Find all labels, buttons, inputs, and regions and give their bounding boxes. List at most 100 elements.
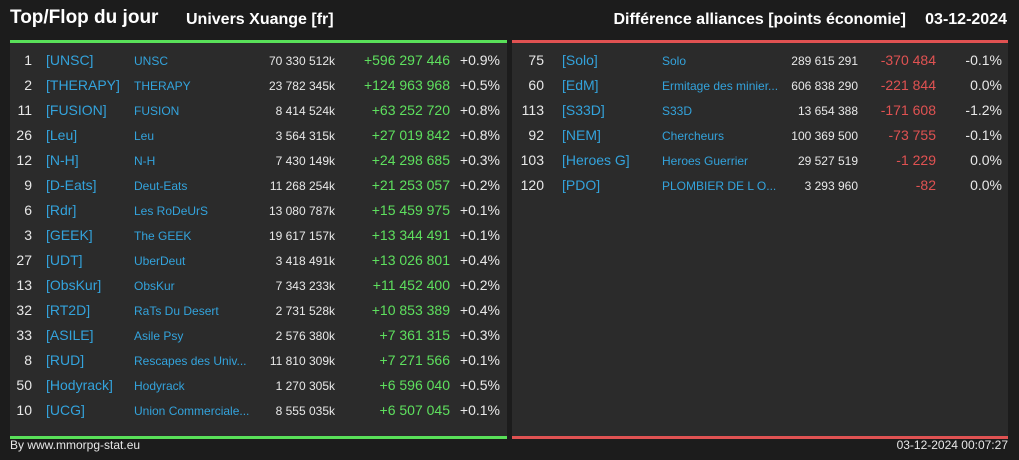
alliance-tag[interactable]: [GEEK] bbox=[46, 227, 93, 243]
alliance-row: 113 [S33D] S33D 13 654 388 -171 608 -1.2% bbox=[512, 99, 1008, 124]
alliance-rank: 92 bbox=[528, 127, 544, 143]
alliance-tag[interactable]: [NEM] bbox=[562, 127, 601, 143]
alliance-name[interactable]: UberDeut bbox=[134, 254, 186, 268]
alliance-row: 32 [RT2D] RaTs Du Desert 2 731 528k +10 853 … bbox=[10, 299, 507, 324]
alliance-percent: +0.2% bbox=[459, 177, 500, 193]
alliance-rank: 10 bbox=[16, 402, 32, 418]
alliance-points: 3 418 491k bbox=[275, 254, 335, 268]
generated-timestamp: 03-12-2024 00:07:27 bbox=[896, 438, 1008, 452]
alliance-name[interactable]: Solo bbox=[662, 54, 687, 68]
alliance-percent: +0.1% bbox=[459, 352, 500, 368]
alliance-name[interactable]: Heroes Guerrier bbox=[662, 154, 749, 168]
alliance-row: 120 [PDO] PLOMBIER DE L O... 3 293 960 -82 0.… bbox=[512, 174, 1008, 199]
alliance-tag[interactable]: [UCG] bbox=[46, 402, 85, 418]
alliance-tag[interactable]: [S33D] bbox=[562, 102, 605, 118]
alliance-row: 26 [Leu] Leu 3 564 315k +27 019 842 +0.8% bbox=[10, 124, 507, 149]
alliance-percent: +0.5% bbox=[459, 377, 500, 393]
alliance-name[interactable]: Ermitage des minier... bbox=[662, 79, 779, 93]
alliance-percent: +0.8% bbox=[459, 102, 500, 118]
alliance-row: 27 [UDT] UberDeut 3 418 491k +13 026 801 +0.4… bbox=[10, 249, 507, 274]
alliance-name[interactable]: THERAPY bbox=[134, 79, 191, 93]
alliance-percent: +0.5% bbox=[459, 77, 500, 93]
alliance-name[interactable]: The GEEK bbox=[134, 229, 192, 243]
alliance-diff: +11 452 400 bbox=[372, 277, 450, 293]
alliance-tag[interactable]: [Solo] bbox=[562, 52, 598, 68]
alliance-name[interactable]: ObsKur bbox=[134, 279, 175, 293]
alliance-tag[interactable]: [RT2D] bbox=[46, 302, 91, 318]
alliance-rank: 26 bbox=[16, 127, 32, 143]
alliance-rank: 120 bbox=[520, 177, 544, 193]
alliance-diff: -1 229 bbox=[896, 152, 936, 168]
alliance-name[interactable]: FUSION bbox=[134, 104, 180, 118]
alliance-percent: 0.0% bbox=[970, 152, 1002, 168]
alliance-percent: +0.2% bbox=[459, 277, 500, 293]
alliance-rank: 2 bbox=[24, 77, 32, 93]
alliance-rank: 8 bbox=[24, 352, 32, 368]
alliance-tag[interactable]: [FUSION] bbox=[46, 102, 107, 118]
alliance-diff: +13 026 801 bbox=[371, 252, 450, 268]
alliance-diff: +124 963 968 bbox=[363, 77, 450, 93]
alliance-tag[interactable]: [Heroes G] bbox=[562, 152, 630, 168]
alliance-row: 12 [N-H] N-H 7 430 149k +24 298 685 +0.3% bbox=[10, 149, 507, 174]
alliance-rank: 11 bbox=[17, 102, 32, 118]
alliance-percent: 0.0% bbox=[970, 77, 1002, 93]
alliance-tag[interactable]: [THERAPY] bbox=[46, 77, 120, 93]
alliance-percent: +0.3% bbox=[459, 327, 500, 343]
alliance-name[interactable]: UNSC bbox=[134, 54, 169, 68]
alliance-tag[interactable]: [PDO] bbox=[562, 177, 601, 193]
alliance-tag[interactable]: [D-Eats] bbox=[46, 177, 97, 193]
alliance-name[interactable]: Deut-Eats bbox=[134, 179, 188, 193]
alliance-points: 289 615 291 bbox=[791, 54, 858, 68]
alliance-tag[interactable]: [ASILE] bbox=[46, 327, 94, 343]
alliance-tag[interactable]: [UDT] bbox=[46, 252, 83, 268]
alliance-name[interactable]: Chercheurs bbox=[662, 129, 725, 143]
alliance-row: 2 [THERAPY] THERAPY 23 782 345k +124 963 968… bbox=[10, 74, 507, 99]
alliance-tag[interactable]: [RUD] bbox=[46, 352, 85, 368]
alliance-name[interactable]: Hodyrack bbox=[134, 379, 185, 393]
alliance-diff: +21 253 057 bbox=[371, 177, 450, 193]
alliance-row: 103 [Heroes G] Heroes Guerrier 29 527 519 -1… bbox=[512, 149, 1008, 174]
alliance-tag[interactable]: [ObsKur] bbox=[46, 277, 102, 293]
metric-label: Différence alliances [points économie] bbox=[613, 11, 906, 28]
alliance-tag[interactable]: [Leu] bbox=[46, 127, 78, 143]
alliance-name[interactable]: Union Commerciale... bbox=[134, 404, 250, 418]
alliance-tag[interactable]: [UNSC] bbox=[46, 52, 94, 68]
alliance-percent: +0.9% bbox=[459, 52, 500, 68]
alliance-points: 606 838 290 bbox=[791, 79, 858, 93]
alliance-rank: 1 bbox=[24, 52, 32, 68]
alliance-percent: 0.0% bbox=[970, 177, 1002, 193]
alliance-percent: +0.3% bbox=[459, 152, 500, 168]
alliance-name[interactable]: Rescapes des Univ... bbox=[134, 354, 247, 368]
alliance-tag[interactable]: [EdM] bbox=[562, 77, 599, 93]
alliance-row: 10 [UCG] Union Commerciale... 8 555 035k +6 … bbox=[10, 399, 507, 424]
alliance-rank: 33 bbox=[16, 327, 32, 343]
alliance-percent: +0.1% bbox=[459, 227, 500, 243]
alliance-tag[interactable]: [Hodyrack] bbox=[46, 377, 113, 393]
alliance-name[interactable]: PLOMBIER DE L O... bbox=[662, 179, 777, 193]
alliance-tag[interactable]: [Rdr] bbox=[46, 202, 77, 218]
alliance-name[interactable]: S33D bbox=[662, 104, 693, 118]
header-date: 03-12-2024 bbox=[925, 11, 1007, 28]
alliance-diff: +596 297 446 bbox=[363, 52, 450, 68]
top-losers-panel: 75 [Solo] Solo 289 615 291 -370 484 -0.1% 60 [E… bbox=[512, 40, 1008, 439]
top-gainers-panel: 1 [UNSC] UNSC 70 330 512k +596 297 446 +0.9% 2… bbox=[10, 40, 507, 439]
alliance-diff: -171 608 bbox=[880, 102, 936, 118]
alliance-rank: 13 bbox=[16, 277, 32, 293]
alliance-name[interactable]: N-H bbox=[134, 154, 156, 168]
alliance-diff: -221 844 bbox=[880, 77, 936, 93]
alliance-name[interactable]: RaTs Du Desert bbox=[134, 304, 219, 318]
alliance-name[interactable]: Leu bbox=[134, 129, 155, 143]
alliance-points: 11 268 254k bbox=[269, 179, 335, 193]
alliance-diff: +63 252 720 bbox=[371, 102, 450, 118]
alliance-percent: +0.4% bbox=[459, 252, 500, 268]
alliance-tag[interactable]: [N-H] bbox=[46, 152, 79, 168]
alliance-diff: -370 484 bbox=[880, 52, 936, 68]
alliance-name[interactable]: Les RoDeUrS bbox=[134, 204, 209, 218]
alliance-rank: 9 bbox=[24, 177, 32, 193]
alliance-row: 9 [D-Eats] Deut-Eats 11 268 254k +21 253 057… bbox=[10, 174, 507, 199]
alliance-points: 19 617 157k bbox=[268, 229, 335, 243]
alliance-row: 8 [RUD] Rescapes des Univ... 11 810 309k +7 … bbox=[10, 349, 507, 374]
alliance-name[interactable]: Asile Psy bbox=[134, 329, 184, 343]
alliance-percent: +0.1% bbox=[459, 402, 500, 418]
